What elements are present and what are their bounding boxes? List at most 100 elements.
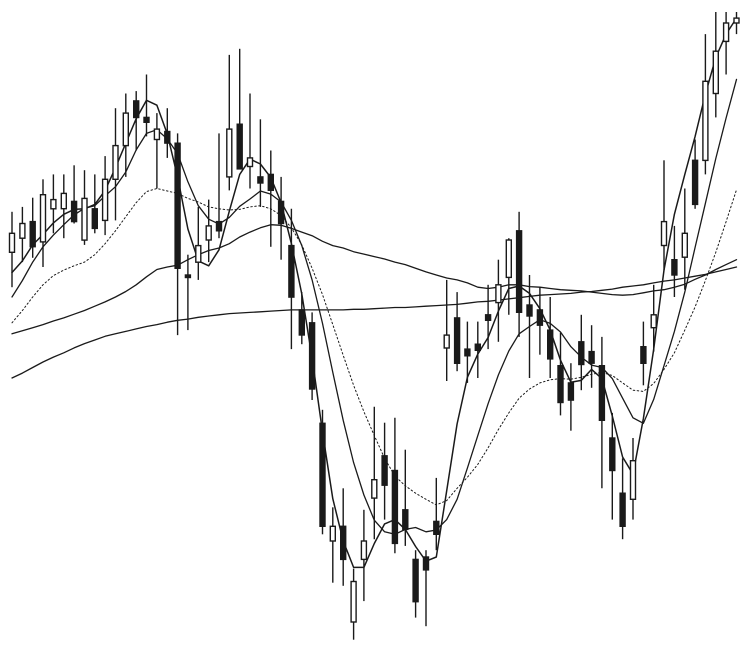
candle-body-up [112,144,119,181]
candle [112,108,119,221]
candle-body-down [567,382,575,401]
candle [474,321,481,378]
candle-body-up [650,314,657,329]
candle-body-down [174,142,181,269]
candle [226,54,233,191]
candle [722,12,730,75]
candle-body-down [515,230,523,314]
candle-body-down [319,422,326,527]
candle [143,74,150,137]
candle-body-up [101,178,109,222]
candle-body-down [391,469,399,545]
candle [215,133,223,239]
candle [681,188,688,290]
candle-body-down [288,244,295,298]
candle-body-down [536,309,544,326]
candle-body-up [371,479,378,499]
candle [319,409,326,535]
candle-body-up [8,232,16,254]
candle-body-down [340,525,347,561]
candle-body-down [557,365,564,404]
candle [443,279,450,381]
candle [640,321,647,386]
moving-average-line-1 [11,17,738,569]
candle [505,238,512,315]
candle [598,336,606,489]
candle-body-down [671,259,678,276]
candle [267,150,274,247]
candle [132,91,140,151]
candle [101,156,109,236]
candle-body-down [578,341,585,366]
candle [39,179,47,267]
candle-body-up [153,128,161,141]
candle [691,139,699,209]
candle-body-up [733,17,740,24]
candle [712,12,719,118]
candle [174,133,181,336]
candle [184,254,192,331]
candle [340,488,347,586]
candle [557,332,564,416]
candle-body-up [360,540,368,561]
candle-body-down [298,309,305,336]
candle-body-down [91,208,99,230]
candle [733,12,740,35]
moving-average-line-5 [11,266,738,379]
candle-body-down [267,173,274,191]
candle-body-down [453,317,461,364]
candle-body-up [39,193,47,243]
candle [453,292,461,372]
candle-body-down [588,350,595,364]
candle-body-up [702,80,709,162]
candle [422,550,430,627]
candle [609,412,616,520]
candle-body-up [629,460,637,501]
candle-body-down [277,200,285,225]
candle-body-down [215,220,223,232]
candle-body-down [547,329,554,360]
candle-body-up [205,225,212,241]
candle-body-up [50,198,57,210]
candle [19,206,26,263]
candle-body-up [722,22,730,43]
candle-body-up [81,197,88,241]
candle-body-down [29,220,36,248]
candle-body-down [143,116,150,124]
candle [402,449,409,546]
candle [122,93,130,177]
candle-body-down [257,176,264,184]
candle [8,211,16,288]
candle [298,292,305,345]
candle [578,314,585,391]
candle-body-up [660,220,668,247]
candle-body-down [609,437,616,472]
candle-body-up [60,192,67,210]
candle-body-up [19,222,26,239]
candle [515,211,523,337]
candle [246,93,254,189]
candle [391,417,399,554]
candle-body-up [246,157,254,168]
candle [288,208,295,350]
candle-body-down [691,159,699,206]
candle [702,34,709,175]
candle [629,438,637,520]
candle [60,174,67,239]
candle [526,275,533,378]
candle [547,297,554,378]
candle [660,160,668,271]
candle-body-down [164,130,171,144]
candle-body-up [195,244,202,263]
candle [257,119,264,207]
candle [236,48,243,170]
candle [164,108,171,158]
candle [195,206,202,280]
candle-body-down [433,520,440,536]
candle [619,458,626,540]
candle-body-up [122,112,130,147]
candle-layer [8,12,740,640]
candle [205,199,212,263]
candle-body-down [422,556,430,571]
